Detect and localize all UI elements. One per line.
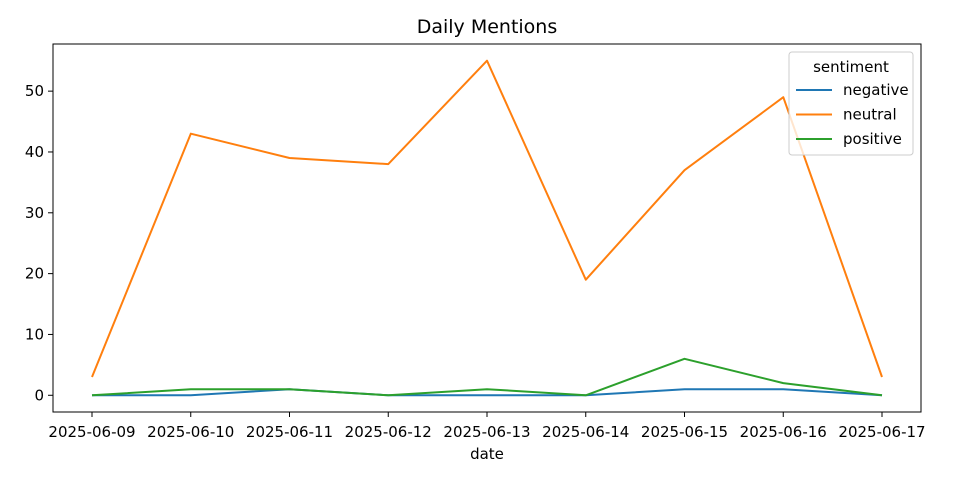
x-axis-label: date <box>470 445 504 463</box>
legend-label-neutral: neutral <box>843 106 897 124</box>
legend-label-negative: negative <box>843 81 909 99</box>
series-line-negative <box>92 388 883 397</box>
x-tick-label: 2025-06-10 <box>147 423 234 441</box>
legend-box <box>788 51 914 156</box>
y-tick-label: 0 <box>34 386 44 404</box>
series-line-neutral <box>91 59 883 378</box>
x-tick-label: 2025-06-17 <box>838 423 925 441</box>
y-tick-label: 40 <box>25 143 44 161</box>
y-tick-label: 10 <box>25 325 44 343</box>
plot-area <box>52 43 922 413</box>
x-tick-label: 2025-06-15 <box>641 423 728 441</box>
x-axis: 2025-06-09 2025-06-10 2025-06-11 2025-06-12… <box>48 412 926 441</box>
series-line-positive <box>91 357 883 397</box>
y-tick-label: 30 <box>25 204 44 222</box>
legend: sentiment negative neutral positive <box>788 51 914 156</box>
legend-label-positive: positive <box>843 130 902 148</box>
x-tick-label: 2025-06-11 <box>246 423 333 441</box>
chart-title: Daily Mentions <box>417 16 558 38</box>
x-tick-label: 2025-06-09 <box>48 423 135 441</box>
x-tick-label: 2025-06-16 <box>740 423 827 441</box>
x-tick-label: 2025-06-12 <box>345 423 432 441</box>
x-tick-label: 2025-06-14 <box>542 423 629 441</box>
series-layer <box>91 59 883 397</box>
y-axis: 0 10 20 30 40 50 <box>25 82 53 404</box>
x-tick-label: 2025-06-13 <box>443 423 530 441</box>
y-tick-label: 50 <box>25 82 44 100</box>
legend-title: sentiment <box>813 58 889 76</box>
y-tick-label: 20 <box>25 265 44 283</box>
